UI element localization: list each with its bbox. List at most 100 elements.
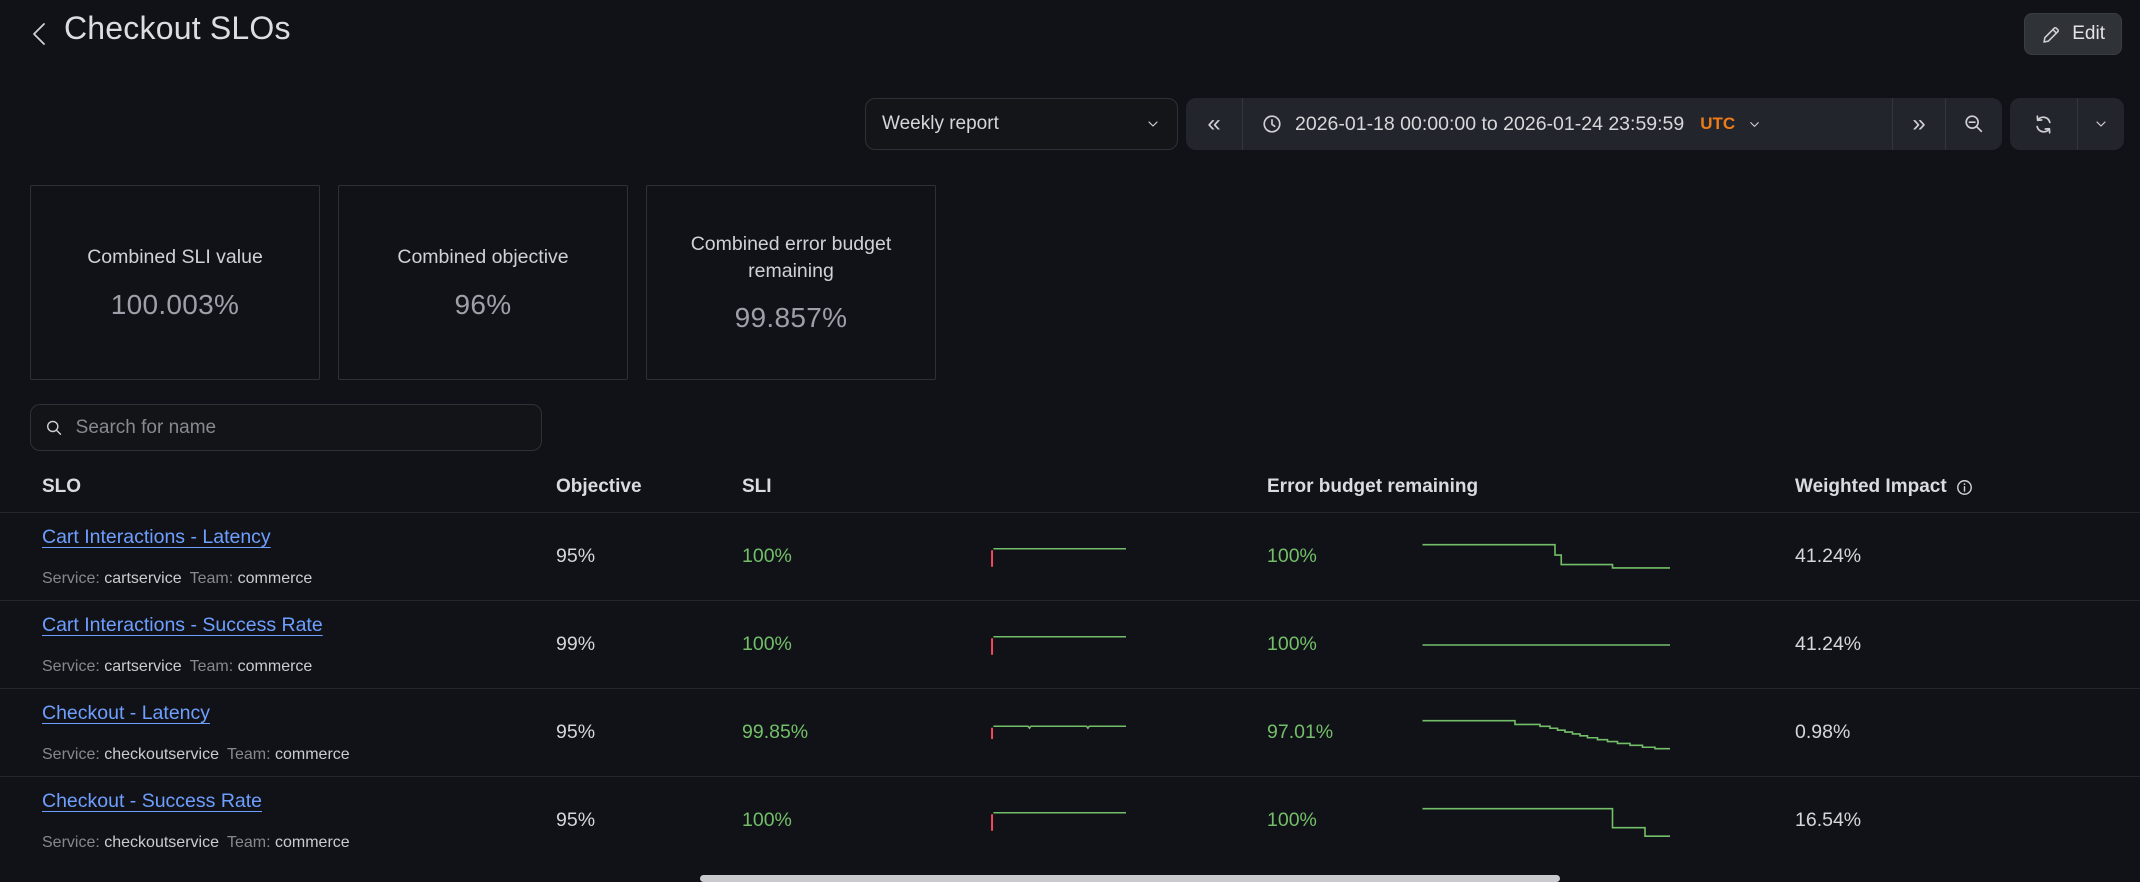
stat-panels: Combined SLI value 100.003% Combined obj…: [30, 185, 936, 380]
back-button[interactable]: [22, 16, 58, 52]
slo-cell: Cart Interactions - Latency Service: cart…: [42, 513, 271, 600]
stat-value: 96%: [455, 289, 512, 321]
team-label: Team:: [227, 834, 271, 851]
page-header: Checkout SLOs Edit: [0, 0, 2140, 66]
objective-value: 95%: [556, 689, 595, 776]
error-budget-sparkline: [1420, 714, 1670, 752]
timezone-label: UTC: [1700, 114, 1735, 134]
sli-sparkline: [990, 806, 1126, 836]
time-picker-group: « 2026-01-18 00:00:00 to 2026-01-24 23:5…: [1186, 98, 2002, 150]
sli-sparkline: [990, 630, 1126, 660]
search-icon: [45, 418, 64, 438]
time-shift-back-button[interactable]: «: [1186, 98, 1242, 150]
sli-value: 100%: [742, 777, 792, 864]
chevron-down-icon: [1145, 116, 1161, 132]
stat-title: Combined error budget remaining: [671, 231, 911, 284]
slo-table: SLO Objective SLI Error budget remaining…: [0, 462, 2140, 864]
clock-icon: [1261, 113, 1283, 135]
slo-meta: Service: checkoutservice Team: commerce: [42, 746, 358, 764]
error-budget-value: 100%: [1267, 777, 1317, 864]
service-label: Service:: [42, 658, 100, 675]
table-row: Cart Interactions - Latency Service: cart…: [0, 512, 2140, 600]
service-label: Service:: [42, 834, 100, 851]
slo-meta: Service: checkoutserviceTeam: commerce: [42, 834, 358, 852]
edit-button[interactable]: Edit: [2024, 13, 2122, 55]
slo-cell: Checkout - LatencyService: checkoutservi…: [42, 689, 210, 776]
error-budget-sparkline: [1420, 538, 1670, 576]
slo-cell: Cart Interactions - Success Rate Service:…: [42, 601, 323, 688]
error-budget-sparkline: [1420, 802, 1670, 840]
refresh-icon: [2032, 113, 2055, 136]
sli-value: 100%: [742, 601, 792, 688]
weighted-impact-value: 0.98%: [1795, 689, 1850, 776]
column-header-objective: Objective: [556, 462, 642, 512]
double-chevron-right-icon: »: [1912, 112, 1925, 136]
service-value: checkoutservice: [104, 746, 219, 763]
horizontal-scrollbar[interactable]: [700, 875, 1560, 882]
stat-panel-combined-objective: Combined objective 96%: [338, 185, 628, 380]
slo-meta: Service: cartservice Team: commerce: [42, 570, 320, 588]
team-value: commerce: [275, 746, 350, 763]
error-budget-value: 100%: [1267, 513, 1317, 600]
chevron-left-icon: [28, 19, 52, 49]
sli-value: 100%: [742, 513, 792, 600]
team-label: Team:: [190, 658, 234, 675]
service-value: cartservice: [104, 570, 181, 587]
refresh-button[interactable]: [2010, 98, 2077, 150]
refresh-interval-dropdown[interactable]: [2078, 98, 2124, 150]
zoom-out-icon: [1963, 113, 1985, 135]
search-input[interactable]: [74, 416, 527, 440]
objective-value: 95%: [556, 777, 595, 864]
column-header-error-budget: Error budget remaining: [1267, 462, 1478, 512]
slo-link[interactable]: Cart Interactions - Success Rate: [42, 614, 323, 637]
edit-button-label: Edit: [2072, 23, 2105, 45]
dashboard-screen: Checkout SLOs Edit Weekly report «: [0, 0, 2140, 882]
slo-link[interactable]: Cart Interactions - Latency: [42, 526, 271, 549]
sli-sparkline: [990, 542, 1126, 572]
toolbar: Weekly report « 2026-01-18 00:00:00 to 2…: [0, 98, 2140, 150]
pencil-icon: [2041, 24, 2062, 45]
report-select[interactable]: Weekly report: [865, 98, 1178, 150]
objective-value: 95%: [556, 513, 595, 600]
refresh-group: [2010, 98, 2124, 150]
stat-panel-combined-sli: Combined SLI value 100.003%: [30, 185, 320, 380]
page-title: Checkout SLOs: [64, 10, 291, 47]
weighted-impact-value: 16.54%: [1795, 777, 1861, 864]
search-box: [30, 404, 542, 451]
time-shift-forward-button[interactable]: »: [1893, 98, 1945, 150]
service-label: Service:: [42, 570, 100, 587]
sli-value: 99.85%: [742, 689, 808, 776]
team-label: Team:: [190, 570, 234, 587]
weighted-impact-value: 41.24%: [1795, 513, 1861, 600]
column-header-sli: SLI: [742, 462, 772, 512]
time-zoom-out-button[interactable]: [1946, 98, 2002, 150]
slo-link[interactable]: Checkout - Success Rate: [42, 790, 262, 813]
report-select-value: Weekly report: [882, 113, 999, 135]
error-budget-value: 97.01%: [1267, 689, 1333, 776]
slo-link[interactable]: Checkout - Latency: [42, 702, 210, 725]
weighted-impact-value: 41.24%: [1795, 601, 1861, 688]
column-header-slo: SLO: [42, 462, 81, 512]
stat-title: Combined objective: [397, 244, 568, 270]
team-value: commerce: [238, 658, 313, 675]
sli-sparkline: [990, 718, 1126, 748]
slo-table-body: Cart Interactions - Latency Service: cart…: [0, 512, 2140, 864]
stat-value: 99.857%: [735, 302, 848, 334]
double-chevron-left-icon: «: [1207, 112, 1220, 136]
slo-cell: Checkout - Success RateService: checkout…: [42, 777, 262, 864]
stat-title: Combined SLI value: [87, 244, 263, 270]
table-header: SLO Objective SLI Error budget remaining…: [0, 462, 2140, 512]
chevron-down-icon: [1747, 117, 1762, 132]
stat-panel-combined-error-budget: Combined error budget remaining 99.857%: [646, 185, 936, 380]
table-row: Cart Interactions - Success Rate Service:…: [0, 600, 2140, 688]
chevron-down-icon: [2093, 116, 2109, 132]
column-header-weighted-impact: Weighted Impact: [1795, 462, 1974, 512]
table-row: Checkout - Latency Service: checkoutservi…: [0, 688, 2140, 776]
service-label: Service:: [42, 746, 100, 763]
team-value: commerce: [275, 834, 350, 851]
team-value: commerce: [238, 570, 313, 587]
info-icon[interactable]: [1955, 478, 1974, 497]
stat-value: 100.003%: [111, 289, 240, 321]
time-range-picker[interactable]: 2026-01-18 00:00:00 to 2026-01-24 23:59:…: [1243, 98, 1892, 150]
team-label: Team:: [227, 746, 271, 763]
